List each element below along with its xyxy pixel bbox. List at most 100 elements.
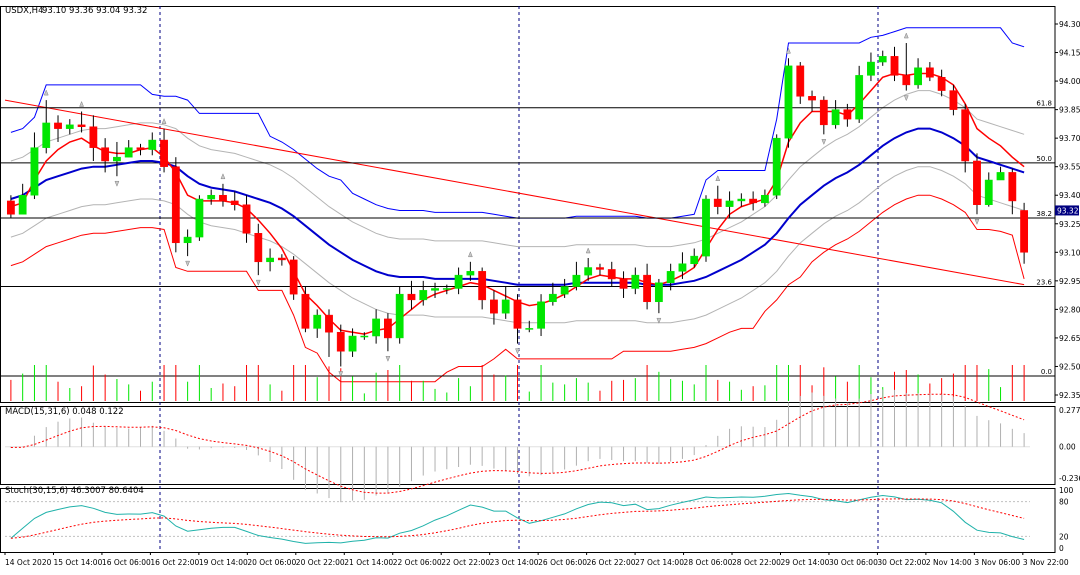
candle [113,141,121,177]
price-tick-label: 92.50 [1059,362,1080,371]
time-tick-label: 3 Nov 06:00 [974,558,1020,567]
candle-body [666,271,675,283]
candle-body [925,67,934,78]
candle [478,267,487,310]
candle [961,103,970,173]
candle [937,69,946,97]
candle [643,263,651,310]
candle-body [572,274,581,287]
candle [973,153,981,215]
time-tick-label: 22 Oct 22:00 [441,558,490,567]
price-tick-label: 93.70 [1059,134,1080,143]
candle-body [6,200,15,215]
time-tick-label: 15 Oct 14:00 [53,558,102,567]
panel-frame [0,488,1056,553]
candle-body [949,90,958,110]
time-tick-label: 28 Oct 22:00 [732,558,781,567]
fractal-up-marker [43,89,49,96]
candle-body [348,335,357,352]
candle [325,309,333,357]
candle [819,96,828,135]
candle-body [42,122,51,148]
candle-body [537,301,545,329]
candle-body [737,198,746,202]
candle [808,90,816,112]
price-tick-label: 93.85 [1059,106,1080,115]
candle-body [619,278,628,289]
macd-signal-line [10,393,1025,494]
candle [784,58,793,148]
fractal-down-marker [903,95,909,102]
candle-body [289,259,298,295]
candle [560,278,569,298]
time-axis: 14 Oct 2020 15 Oct 14:00 16 Oct 06:00 16 Oc… [4,552,1069,567]
candle-body [242,204,251,234]
fractal-up-marker [161,117,167,124]
time-tick-label: 2 Nov 14:00 [926,558,972,567]
candle-body [230,200,239,205]
candle [254,223,263,276]
candle [678,252,687,279]
candle [277,254,286,266]
lower-band [10,194,1025,383]
candle-body [596,267,604,270]
time-tick-label: 21 Oct 14:00 [344,558,393,567]
candle [831,100,840,129]
macd-tick-label: -0.236 [1059,474,1080,483]
candle [148,132,157,156]
price-tick-label: 92.95 [1059,277,1080,286]
candle-body [819,99,828,126]
last-price-label: 93.32 [1057,206,1079,215]
candle-body [914,67,922,86]
time-tick-label: 26 Oct 06:00 [538,558,587,567]
candle-body [878,56,887,63]
candle [843,103,852,127]
macd-panel [5,389,1030,503]
candle [902,43,911,91]
candle-body [254,233,263,263]
candle-body [984,179,993,205]
time-tick-label: 16 Oct 06:00 [102,558,151,567]
time-tick-label: 23 Oct 14:00 [490,558,539,567]
fractal-down-marker [821,139,827,146]
trendline [4,99,1025,286]
candle [18,183,27,215]
candle [301,286,310,333]
candle-body [478,271,487,301]
price-tick-label: 93.55 [1059,163,1080,172]
candle-body [643,274,651,303]
candle [772,134,781,200]
candle-body [973,160,981,205]
candle [407,280,416,310]
stoch-main-line [10,492,1025,544]
candle-body [560,286,569,295]
last-price-marker [1055,205,1079,216]
candle-body [360,335,369,338]
candle-body [513,299,522,329]
candle [6,195,15,219]
candle-body [772,137,781,196]
candle-body [442,288,451,290]
candle-body [148,139,157,150]
candle-body [466,271,475,276]
panel-frame [0,406,1056,485]
candle [395,286,404,344]
candle-body [937,77,946,91]
candle-body [419,290,428,301]
candle [313,309,322,338]
fractal-up-marker [715,175,721,181]
candle-body [101,147,110,162]
trendline [4,99,1025,286]
stoch-tick-label: 80 [1059,498,1069,507]
candle-body [336,331,345,352]
candle [631,267,640,295]
candle [501,286,510,319]
ohlc-readout: 93.10 93.36 93.04 93.32 [42,6,147,16]
price-tick-label: 92.35 [1059,391,1080,400]
fractal-down-marker [515,348,520,355]
fractal-up-marker [786,47,791,54]
candle-body [808,96,816,101]
candle-body [1008,172,1017,202]
